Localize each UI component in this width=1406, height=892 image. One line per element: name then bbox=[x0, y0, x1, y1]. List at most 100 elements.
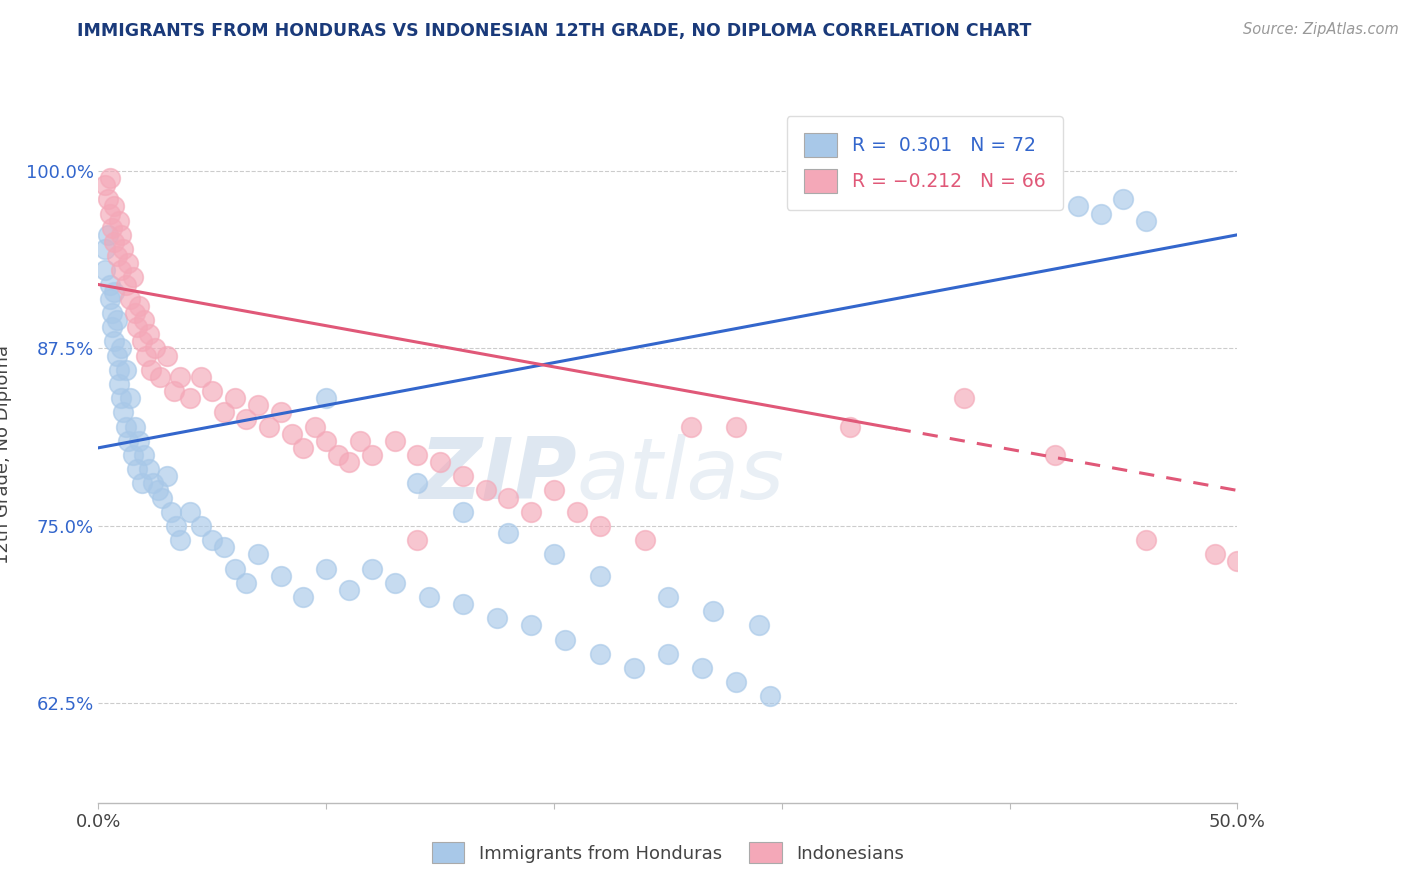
Point bbox=[474, 483, 496, 498]
Point bbox=[270, 568, 292, 582]
Point bbox=[212, 540, 235, 554]
Point bbox=[1204, 547, 1226, 561]
Point bbox=[304, 419, 326, 434]
Point bbox=[360, 448, 382, 462]
Point bbox=[179, 391, 201, 405]
Point bbox=[588, 647, 610, 661]
Point bbox=[839, 419, 862, 434]
Point bbox=[451, 597, 474, 611]
Point bbox=[702, 604, 724, 618]
Point bbox=[246, 547, 269, 561]
Point bbox=[1226, 554, 1249, 568]
Point bbox=[212, 405, 235, 419]
Point bbox=[101, 320, 124, 334]
Point bbox=[953, 391, 976, 405]
Point bbox=[190, 519, 212, 533]
Point bbox=[326, 448, 349, 462]
Point bbox=[179, 505, 201, 519]
Point bbox=[315, 434, 337, 448]
Point bbox=[105, 313, 128, 327]
Point bbox=[117, 434, 139, 448]
Point bbox=[406, 476, 429, 491]
Point bbox=[451, 505, 474, 519]
Point bbox=[98, 292, 121, 306]
Point bbox=[127, 320, 149, 334]
Point bbox=[105, 249, 128, 263]
Point bbox=[588, 519, 610, 533]
Point bbox=[114, 277, 136, 292]
Point bbox=[451, 469, 474, 483]
Point bbox=[103, 334, 125, 349]
Y-axis label: 12th Grade, No Diploma: 12th Grade, No Diploma bbox=[0, 345, 11, 565]
Point bbox=[110, 391, 132, 405]
Point bbox=[725, 419, 748, 434]
Point bbox=[121, 448, 143, 462]
Point bbox=[406, 448, 429, 462]
Point bbox=[349, 434, 371, 448]
Text: Source: ZipAtlas.com: Source: ZipAtlas.com bbox=[1243, 22, 1399, 37]
Point bbox=[1043, 448, 1066, 462]
Text: atlas: atlas bbox=[576, 434, 785, 517]
Point bbox=[110, 263, 132, 277]
Point bbox=[110, 227, 132, 242]
Point bbox=[259, 419, 281, 434]
Point bbox=[131, 334, 153, 349]
Point bbox=[520, 618, 543, 632]
Point bbox=[94, 242, 117, 256]
Point bbox=[160, 505, 183, 519]
Point bbox=[169, 369, 191, 384]
Point bbox=[246, 398, 269, 412]
Point bbox=[156, 349, 179, 363]
Point bbox=[138, 327, 160, 342]
Point bbox=[1135, 213, 1157, 227]
Text: IMMIGRANTS FROM HONDURAS VS INDONESIAN 12TH GRADE, NO DIPLOMA CORRELATION CHART: IMMIGRANTS FROM HONDURAS VS INDONESIAN 1… bbox=[77, 22, 1032, 40]
Point bbox=[120, 391, 142, 405]
Point bbox=[543, 483, 565, 498]
Point bbox=[139, 362, 162, 376]
Point bbox=[103, 285, 125, 299]
Point bbox=[165, 519, 187, 533]
Point bbox=[337, 582, 360, 597]
Point bbox=[201, 384, 224, 398]
Point bbox=[117, 256, 139, 270]
Point bbox=[1090, 206, 1112, 220]
Point bbox=[145, 342, 167, 356]
Point bbox=[132, 313, 155, 327]
Point bbox=[270, 405, 292, 419]
Point bbox=[657, 647, 679, 661]
Point bbox=[679, 419, 702, 434]
Point bbox=[103, 235, 125, 249]
Point bbox=[565, 505, 588, 519]
Point bbox=[96, 227, 118, 242]
Point bbox=[360, 561, 382, 575]
Point bbox=[418, 590, 440, 604]
Point bbox=[759, 690, 782, 704]
Point bbox=[142, 476, 165, 491]
Point bbox=[623, 661, 645, 675]
Point bbox=[128, 434, 150, 448]
Point bbox=[114, 362, 136, 376]
Point bbox=[101, 220, 124, 235]
Point bbox=[1135, 533, 1157, 548]
Point bbox=[520, 505, 543, 519]
Point bbox=[156, 469, 179, 483]
Point bbox=[169, 533, 191, 548]
Point bbox=[384, 434, 406, 448]
Point bbox=[146, 483, 169, 498]
Point bbox=[337, 455, 360, 469]
Point bbox=[120, 292, 142, 306]
Point bbox=[103, 199, 125, 213]
Point bbox=[224, 391, 246, 405]
Point bbox=[1067, 199, 1090, 213]
Point bbox=[124, 306, 146, 320]
Point bbox=[281, 426, 304, 441]
Point bbox=[110, 342, 132, 356]
Point bbox=[127, 462, 149, 476]
Point bbox=[98, 171, 121, 186]
Point bbox=[315, 391, 337, 405]
Point bbox=[132, 448, 155, 462]
Point bbox=[486, 611, 509, 625]
Point bbox=[121, 270, 143, 285]
Point bbox=[588, 568, 610, 582]
Point bbox=[725, 675, 748, 690]
